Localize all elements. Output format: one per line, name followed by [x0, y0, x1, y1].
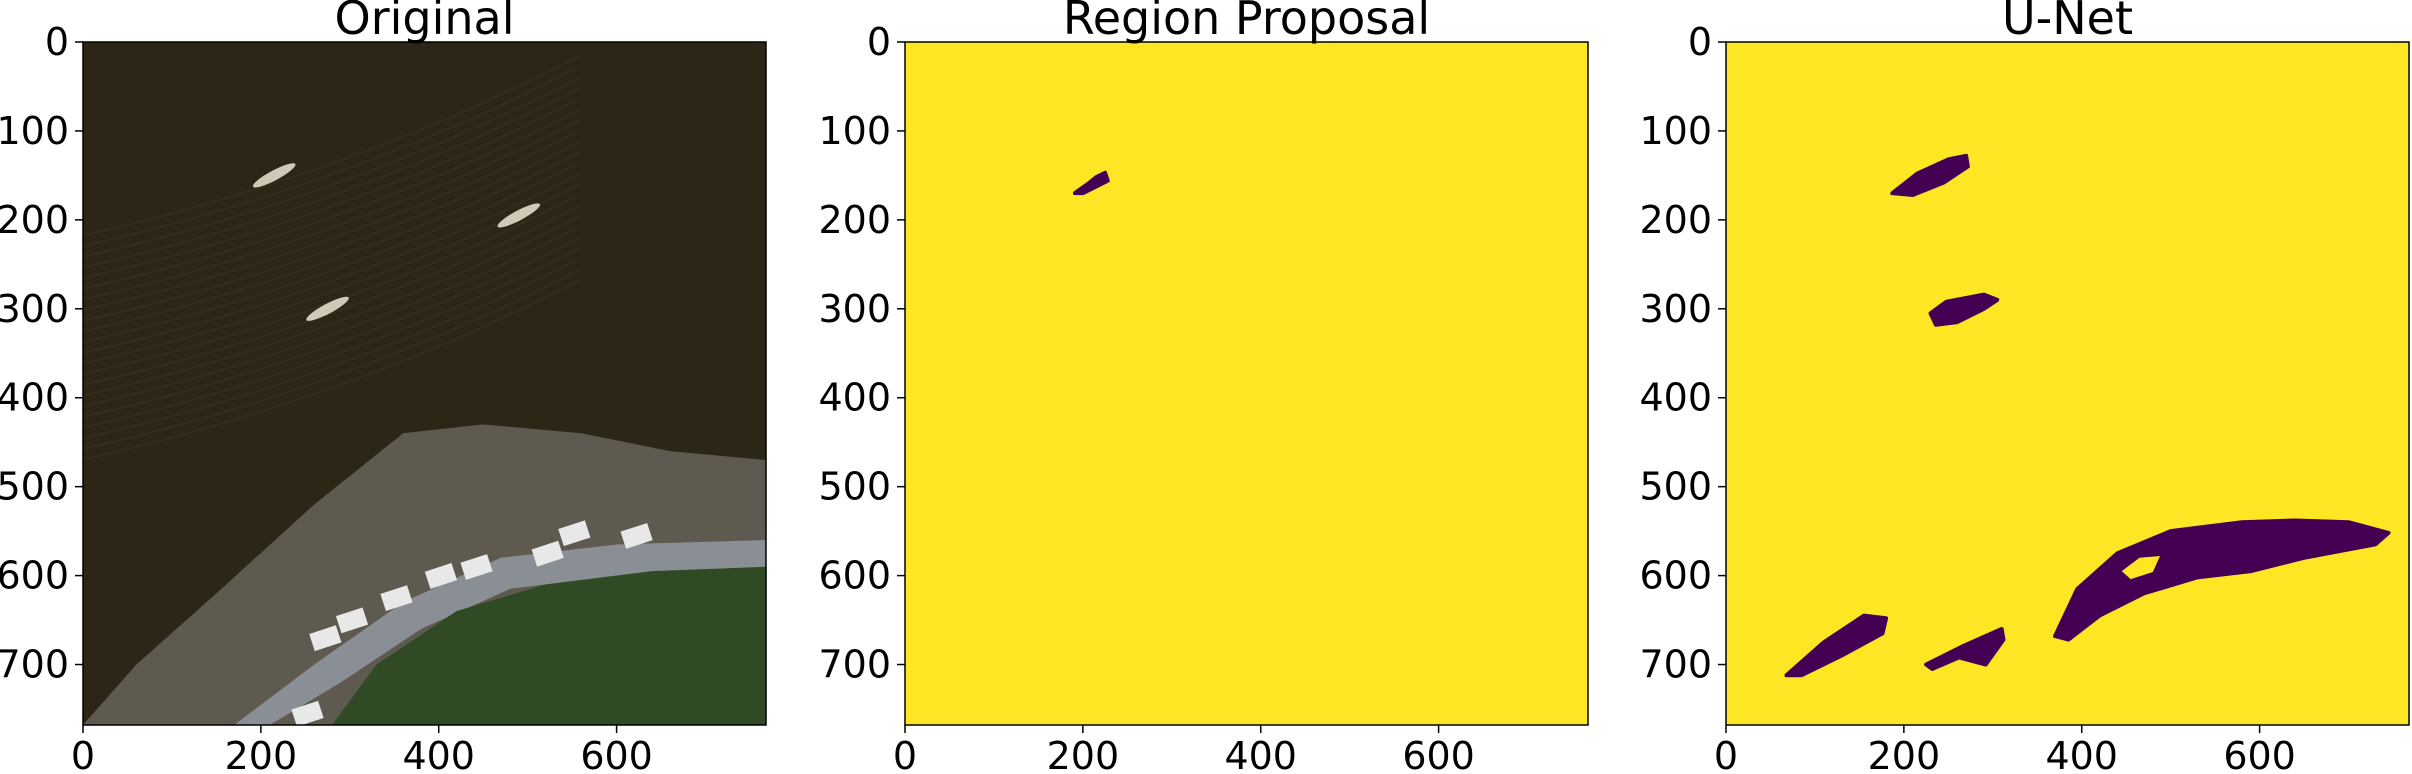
x-tick-label: 400	[2045, 734, 2118, 774]
mask-region	[1784, 613, 1889, 678]
y-tick-label: 0	[1688, 20, 1712, 64]
y-tick-label: 500	[1639, 465, 1712, 509]
y-tick-label: 700	[818, 643, 891, 687]
boat	[497, 203, 541, 228]
y-tick-label: 100	[1639, 109, 1712, 153]
x-tick-label: 0	[893, 734, 917, 774]
y-tick-label: 200	[1639, 198, 1712, 242]
wake-line	[83, 267, 582, 450]
wake-line	[83, 118, 582, 301]
x-tick-label: 600	[2223, 734, 2296, 774]
wake-line	[83, 246, 582, 429]
wake-line	[83, 129, 582, 312]
wake-line	[83, 171, 582, 354]
x-tick-label: 400	[402, 734, 475, 774]
axes-frame	[904, 41, 1589, 726]
building-roof	[291, 700, 324, 725]
road	[234, 540, 766, 725]
y-tick-label: 700	[1639, 643, 1712, 687]
wake-line	[83, 235, 582, 418]
building-roof	[424, 563, 458, 589]
y-tick-label: 100	[818, 109, 891, 153]
wake-line	[83, 278, 582, 461]
panel-title: Region Proposal	[1063, 0, 1430, 45]
boat	[252, 163, 296, 188]
x-tick-label: 400	[1224, 734, 1297, 774]
y-tick-label: 300	[818, 287, 891, 331]
y-tick-label: 500	[0, 465, 69, 509]
y-tick-label: 100	[0, 109, 69, 153]
y-tick-label: 300	[0, 287, 69, 331]
mask-hole	[2121, 556, 2160, 580]
building-roof	[620, 523, 653, 549]
wake-line	[83, 107, 582, 290]
wake-line	[83, 257, 582, 440]
y-tick-label: 200	[0, 198, 69, 242]
wake-line	[83, 65, 582, 248]
panel-image	[83, 42, 766, 725]
panel-title: Original	[334, 0, 514, 45]
y-tick-label: 300	[1639, 287, 1712, 331]
building-roof	[531, 540, 564, 567]
panel-1: Original 0 100 200 300 400 500 600 700 0 200 400 600	[0, 0, 767, 774]
panel-image	[905, 42, 1588, 725]
building-roof	[558, 520, 591, 547]
building-roof	[380, 585, 413, 612]
y-tick-label: 0	[867, 20, 891, 64]
building-roof	[460, 554, 493, 580]
building-roof	[335, 607, 369, 634]
x-tick-label: 0	[1714, 734, 1738, 774]
mask-region	[1928, 292, 2000, 327]
mask-background	[905, 42, 1588, 725]
vegetation	[332, 566, 766, 725]
boat	[306, 296, 349, 321]
panel-title: U-Net	[2002, 0, 2133, 45]
y-tick-label: 500	[818, 465, 891, 509]
wake-line	[83, 86, 582, 269]
x-tick-label: 200	[1047, 734, 1120, 774]
wake-line	[83, 225, 582, 408]
mask-region	[2053, 518, 2391, 642]
y-tick-label: 200	[818, 198, 891, 242]
x-tick-label: 200	[1868, 734, 1941, 774]
axes-frame	[1725, 41, 2410, 726]
x-tick-label: 600	[1402, 734, 1475, 774]
wake-line	[83, 150, 582, 333]
wake-line	[83, 214, 582, 397]
y-tick-label: 400	[818, 376, 891, 420]
wake-line	[83, 75, 582, 258]
x-tick-label: 600	[580, 734, 653, 774]
y-tick-label: 600	[0, 554, 69, 598]
panel-3: U-Net 0 100 200 300 400 500 600 700 0 200 400 600	[1639, 0, 2410, 774]
wake-line	[83, 203, 582, 386]
mask-region	[1072, 170, 1110, 196]
wake-line	[83, 54, 582, 237]
wake-line	[83, 139, 582, 322]
y-tick-label: 0	[45, 20, 69, 64]
y-tick-label: 400	[1639, 376, 1712, 420]
panel-image	[1726, 42, 2409, 725]
x-tick-label: 0	[71, 734, 95, 774]
y-tick-label: 700	[0, 643, 69, 687]
wake-line	[83, 161, 582, 344]
y-tick-label: 600	[818, 554, 891, 598]
panel-2: Region Proposal 0 100 200 300 400 500 600 700 0 20…	[818, 0, 1589, 774]
y-tick-label: 400	[0, 376, 69, 420]
building-roof	[309, 625, 342, 652]
y-tick-label: 600	[1639, 554, 1712, 598]
x-tick-label: 200	[225, 734, 298, 774]
axes-frame	[82, 41, 767, 726]
wake-line	[83, 97, 582, 280]
mask-region	[1924, 626, 2006, 671]
mask-region	[1890, 153, 1970, 197]
